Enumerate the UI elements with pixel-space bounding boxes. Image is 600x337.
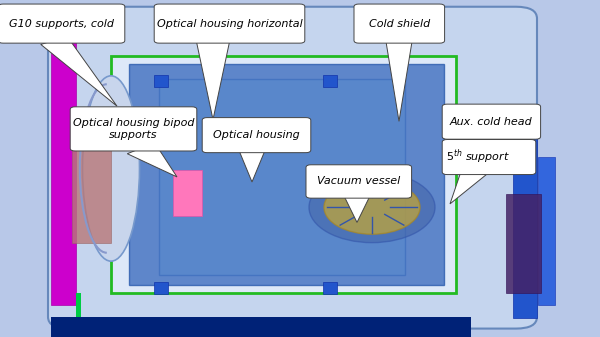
FancyBboxPatch shape: [0, 4, 125, 43]
Text: Aux. cold head: Aux. cold head: [450, 117, 533, 127]
Text: $5^{th}$ support: $5^{th}$ support: [446, 148, 510, 166]
Ellipse shape: [83, 76, 139, 261]
Bar: [538, 157, 555, 305]
Text: Optical housing horizontal: Optical housing horizontal: [157, 19, 302, 29]
Text: G10 supports, cold: G10 supports, cold: [9, 19, 114, 29]
Bar: [51, 317, 471, 337]
Text: Optical housing bipod
supports: Optical housing bipod supports: [73, 118, 194, 140]
Bar: [323, 75, 337, 87]
Circle shape: [309, 172, 435, 243]
Bar: [506, 194, 541, 293]
Polygon shape: [196, 40, 230, 120]
Text: Vacuum vessel: Vacuum vessel: [317, 177, 400, 186]
Circle shape: [324, 180, 420, 234]
Text: Cold shield: Cold shield: [368, 19, 430, 29]
Polygon shape: [41, 36, 117, 106]
FancyBboxPatch shape: [48, 7, 537, 329]
FancyBboxPatch shape: [442, 140, 536, 175]
Bar: [111, 56, 456, 293]
Polygon shape: [467, 134, 504, 172]
Polygon shape: [450, 169, 486, 204]
FancyBboxPatch shape: [306, 165, 412, 198]
FancyBboxPatch shape: [70, 107, 197, 151]
Bar: [76, 293, 81, 317]
Bar: [154, 282, 168, 294]
FancyBboxPatch shape: [442, 104, 541, 139]
Bar: [159, 79, 405, 275]
Polygon shape: [127, 143, 177, 177]
Bar: [129, 64, 444, 285]
Bar: [72, 128, 111, 243]
Text: Optical housing: Optical housing: [213, 130, 300, 140]
FancyBboxPatch shape: [354, 4, 445, 43]
Bar: [173, 170, 202, 216]
Bar: [513, 130, 537, 318]
Polygon shape: [344, 195, 370, 222]
Bar: [154, 75, 168, 87]
FancyBboxPatch shape: [154, 4, 305, 43]
Polygon shape: [386, 40, 412, 121]
Polygon shape: [239, 150, 265, 182]
Bar: [51, 39, 76, 305]
Bar: [323, 282, 337, 294]
FancyBboxPatch shape: [202, 118, 311, 153]
